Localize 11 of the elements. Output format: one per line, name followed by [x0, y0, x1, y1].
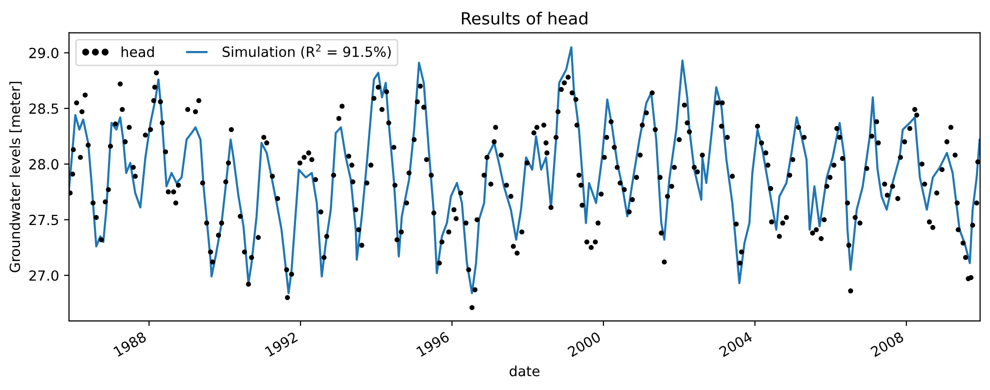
y-tick-label: 28.0: [29, 159, 58, 170]
legend-label: Simulation (R$^{2}$ = 91.5%): [222, 44, 391, 59]
x-axis-title: date: [510, 366, 540, 376]
chart-title: Results of head: [462, 12, 588, 25]
legend-label: head: [122, 46, 154, 58]
y-tick-label: 29.0: [29, 48, 58, 58]
y-axis-title: Groundwater levels [meter]: [9, 82, 22, 272]
y-tick-label: 27.5: [29, 214, 58, 226]
y-tick-label: 27.0: [29, 270, 58, 281]
line-series: [69, 46, 980, 294]
y-tick-label: 28.5: [29, 103, 58, 114]
